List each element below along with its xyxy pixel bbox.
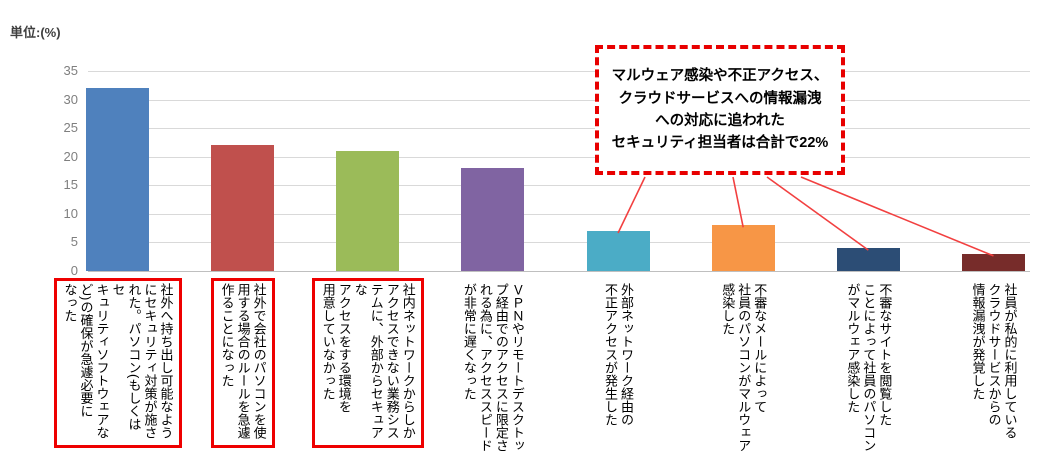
gridline-30 <box>88 99 1030 101</box>
bar-2 <box>211 145 275 271</box>
gridline-10 <box>88 213 1030 215</box>
bar-7 <box>836 248 900 271</box>
bar-1 <box>86 88 149 271</box>
gridline-35 <box>88 71 1030 72</box>
category-label-2: 社外で会社のパソコンを使 用する場合のルールを急遽 作ることになった <box>210 278 275 448</box>
bar-3 <box>336 151 400 271</box>
y-tick-label-5: 5 <box>70 234 78 250</box>
gridline-15 <box>88 185 1030 187</box>
gridline-5 <box>88 242 1030 244</box>
gridline-0 <box>88 271 1030 272</box>
category-label-7: 不審なサイトを閲覧した ことによって社員のパソコン がマルウェア感染した <box>845 283 893 452</box>
category-label-6: 不審なメールによって 社員のパソコンがマルウェア 感染した <box>720 283 768 452</box>
y-tick-label-15: 15 <box>63 177 78 193</box>
y-tick-label-35: 35 <box>63 63 78 78</box>
gridline-20 <box>88 156 1030 158</box>
bar-8 <box>961 253 1025 271</box>
y-tick-label-25: 25 <box>63 120 78 136</box>
axis-unit-label: 単位:(%) <box>10 25 61 40</box>
bar-6 <box>711 225 775 271</box>
gridline-25 <box>88 128 1030 130</box>
bar-4 <box>461 168 525 271</box>
y-tick-label-10: 10 <box>63 205 78 221</box>
bar-5 <box>586 231 650 271</box>
callout-box: マルウェア感染や不正アクセス、 クラウドサービスへの情報漏洩 への対応に追われた… <box>595 45 845 175</box>
category-label-1: 社外へ持ち出し可能なよう にセキュリティ対策が施さ れた。パソコン(もしくはセ … <box>53 278 182 448</box>
category-label-4: ＶＰＮやリモートデスクトッ プ経由でのアクセスに限定さ れる為に、アクセススピー… <box>461 283 525 452</box>
y-tick-label-20: 20 <box>63 148 78 164</box>
category-label-8: 社員が私的に利用している クラウドサービスからの 情報漏洩が発覚した <box>970 283 1018 439</box>
category-label-5: 外部ネットワーク経由の 不正アクセスが発生した <box>603 283 635 426</box>
category-label-3: 社内ネットワークからしか アクセスできない業務シス テムに、外部からセキュアな … <box>311 278 424 448</box>
y-tick-label-0: 0 <box>70 263 78 278</box>
callout-text: マルウェア感染や不正アクセス、 クラウドサービスへの情報漏洩 への対応に追われた… <box>611 68 829 152</box>
y-tick-label-30: 30 <box>63 91 78 107</box>
